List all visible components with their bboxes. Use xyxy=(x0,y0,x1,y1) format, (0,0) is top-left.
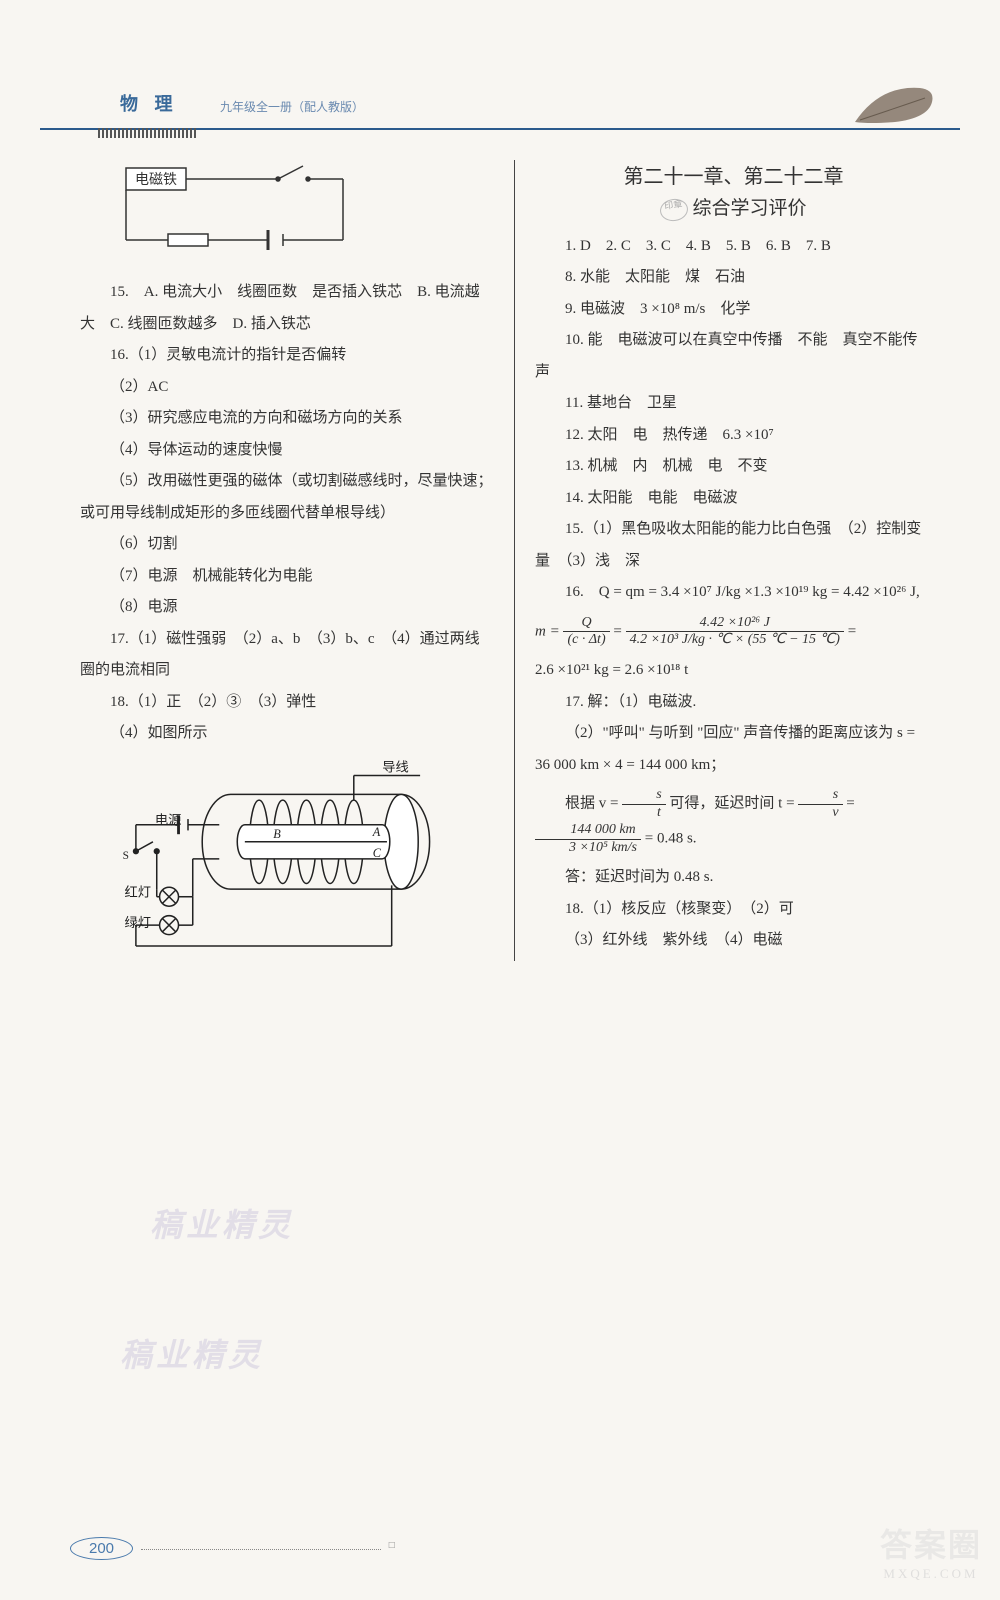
corner-logo-small: MXQE.COM xyxy=(880,1566,982,1582)
barcode-strip xyxy=(98,128,198,138)
r-q16-1: 16. Q = qm = 3.4 ×10⁷ J/kg ×1.3 ×10¹⁹ kg… xyxy=(535,577,932,609)
r-q16-formula: m = Q (c · Δt) = 4.42 ×10²⁶ J 4.2 ×10³ J… xyxy=(535,615,932,650)
frac-num: Q xyxy=(563,615,609,633)
coil-generator-diagram: B A C 导线 电源 S 红灯 xyxy=(98,756,458,956)
watermark-2: 稿业精灵 xyxy=(120,1330,264,1376)
q16-5: （5）改用磁性更强的磁体（或切割磁感线时，尽量快速；或可用导线制成矩形的多匝线圈… xyxy=(80,466,494,529)
corner-logo-big: 答案圈 xyxy=(880,1520,982,1566)
svg-text:电磁铁: 电磁铁 xyxy=(135,172,177,188)
r-q17-3: 根据 v = s t 可得，延迟时间 t = s v = 144 000 km … xyxy=(535,787,932,856)
m-eq: m = xyxy=(535,623,560,639)
frac-den: (c · Δt) xyxy=(563,632,609,649)
page-number: 200 xyxy=(70,1537,133,1560)
fn1: s xyxy=(622,787,665,805)
q16-3: （3）研究感应电流的方向和磁场方向的关系 xyxy=(80,403,494,435)
chapter-subtitle: 印章综合学习评价 xyxy=(535,193,932,221)
q16-4: （4）导体运动的速度快慢 xyxy=(80,435,494,467)
footer-dotted-line xyxy=(141,1549,381,1550)
svg-text:C: C xyxy=(373,845,382,859)
r-q16-3: 2.6 ×10²¹ kg = 2.6 ×10¹⁸ t xyxy=(535,655,932,687)
r-q1: 1. D 2. C 3. C 4. B 5. B 6. B 7. B xyxy=(535,231,932,263)
header-title: 物 理 xyxy=(120,90,179,116)
q16-1: 16.（1）灵敏电流计的指针是否偏转 xyxy=(80,340,494,372)
frac-sv: s v xyxy=(798,787,842,822)
chapter-title: 第二十一章、第二十二章 xyxy=(535,160,932,189)
fd1: t xyxy=(622,805,665,822)
r-q10: 10. 能 电磁波可以在真空中传播 不能 真空不能传声 xyxy=(535,325,932,388)
q18-2: （4）如图所示 xyxy=(80,718,494,750)
q15: 15. A. 电流大小 线圈匝数 是否插入铁芯 B. 电流越大 C. 线圈匝数越… xyxy=(80,277,494,340)
r-q17-4: 答：延迟时间为 0.48 s. xyxy=(535,862,932,894)
frac-st: s t xyxy=(622,787,665,822)
q16-2: （2）AC xyxy=(80,372,494,404)
left-column: 电磁铁 15. A. 电流大小 线圈匝数 是否插入铁芯 B. 电流越大 C. 线… xyxy=(80,160,515,961)
svg-text:导线: 导线 xyxy=(382,759,409,774)
content-columns: 电磁铁 15. A. 电流大小 线圈匝数 是否插入铁芯 B. 电流越大 C. 线… xyxy=(80,160,950,961)
watermark-1: 稿业精灵 xyxy=(150,1200,294,1246)
r-q8: 8. 水能 太阳能 煤 石油 xyxy=(535,262,932,294)
r-q9: 9. 电磁波 3 ×10⁸ m/s 化学 xyxy=(535,294,932,326)
r-q17-2: （2）"呼叫" 与听到 "回应" 声音传播的距离应该为 s = 36 000 k… xyxy=(535,718,932,781)
stamp-icon: 印章 xyxy=(659,197,690,223)
svg-text:A: A xyxy=(372,825,381,839)
t3b: 可得，延迟时间 t = xyxy=(669,796,798,812)
circuit-diagram-electromagnet: 电磁铁 xyxy=(108,160,368,260)
fn3: 144 000 km xyxy=(535,822,641,840)
q16-7: （7）电源 机械能转化为电能 xyxy=(80,561,494,593)
fd3: 3 ×10⁵ km/s xyxy=(535,840,641,857)
r-q12: 12. 太阳 电 热传递 6.3 ×10⁷ xyxy=(535,420,932,452)
r-q13: 13. 机械 内 机械 电 不变 xyxy=(535,451,932,483)
r-q14: 14. 太阳能 电能 电磁波 xyxy=(535,483,932,515)
fd2: v xyxy=(798,805,842,822)
r-q18-2: （3）红外线 紫外线 （4）电磁 xyxy=(535,925,932,957)
t3a: 根据 v = xyxy=(565,796,622,812)
frac-num2: 4.42 ×10²⁶ J xyxy=(626,615,844,633)
page-header: 物 理 九年级全一册（配人教版） xyxy=(40,0,960,130)
header-subtitle: 九年级全一册（配人教版） xyxy=(220,98,364,115)
q17: 17.（1）磁性强弱 （2）a、b （3）b、c （4）通过两线圈的电流相同 xyxy=(80,624,494,687)
svg-text:绿灯: 绿灯 xyxy=(125,915,152,930)
fn2: s xyxy=(798,787,842,805)
right-column: 第二十一章、第二十二章 印章综合学习评价 1. D 2. C 3. C 4. B… xyxy=(515,160,950,961)
corner-logo: 答案圈 MXQE.COM xyxy=(880,1520,982,1582)
r-q17-1: 17. 解：（1）电磁波. xyxy=(535,687,932,719)
t3c: = xyxy=(846,796,854,812)
frac-big: 4.42 ×10²⁶ J 4.2 ×10³ J/kg · ℃ × (55 ℃ −… xyxy=(626,615,844,650)
r-q11: 11. 基地台 卫星 xyxy=(535,388,932,420)
subtitle-text: 综合学习评价 xyxy=(692,198,806,219)
svg-text:B: B xyxy=(273,827,281,841)
frac-km: 144 000 km 3 ×10⁵ km/s xyxy=(535,822,641,857)
svg-text:S: S xyxy=(123,849,129,861)
t3d: = 0.48 s. xyxy=(645,831,697,847)
frac-q-cdt: Q (c · Δt) xyxy=(563,615,609,650)
q18-1: 18.（1）正 （2）③ （3）弹性 xyxy=(80,687,494,719)
leaf-icon xyxy=(850,80,940,130)
page-footer: 200 xyxy=(70,1537,960,1560)
q16-8: （8）电源 xyxy=(80,592,494,624)
q16-6: （6）切割 xyxy=(80,529,494,561)
eq-sign2: = xyxy=(848,623,856,639)
svg-text:红灯: 红灯 xyxy=(125,884,152,899)
eq-sign: = xyxy=(613,623,625,639)
r-q15: 15.（1）黑色吸收太阳能的能力比白色强 （2）控制变量 （3）浅 深 xyxy=(535,514,932,577)
r-q18-1: 18.（1）核反应（核聚变） （2）可 xyxy=(535,894,932,926)
frac-den2: 4.2 ×10³ J/kg · ℃ × (55 ℃ − 15 ℃) xyxy=(626,632,844,649)
